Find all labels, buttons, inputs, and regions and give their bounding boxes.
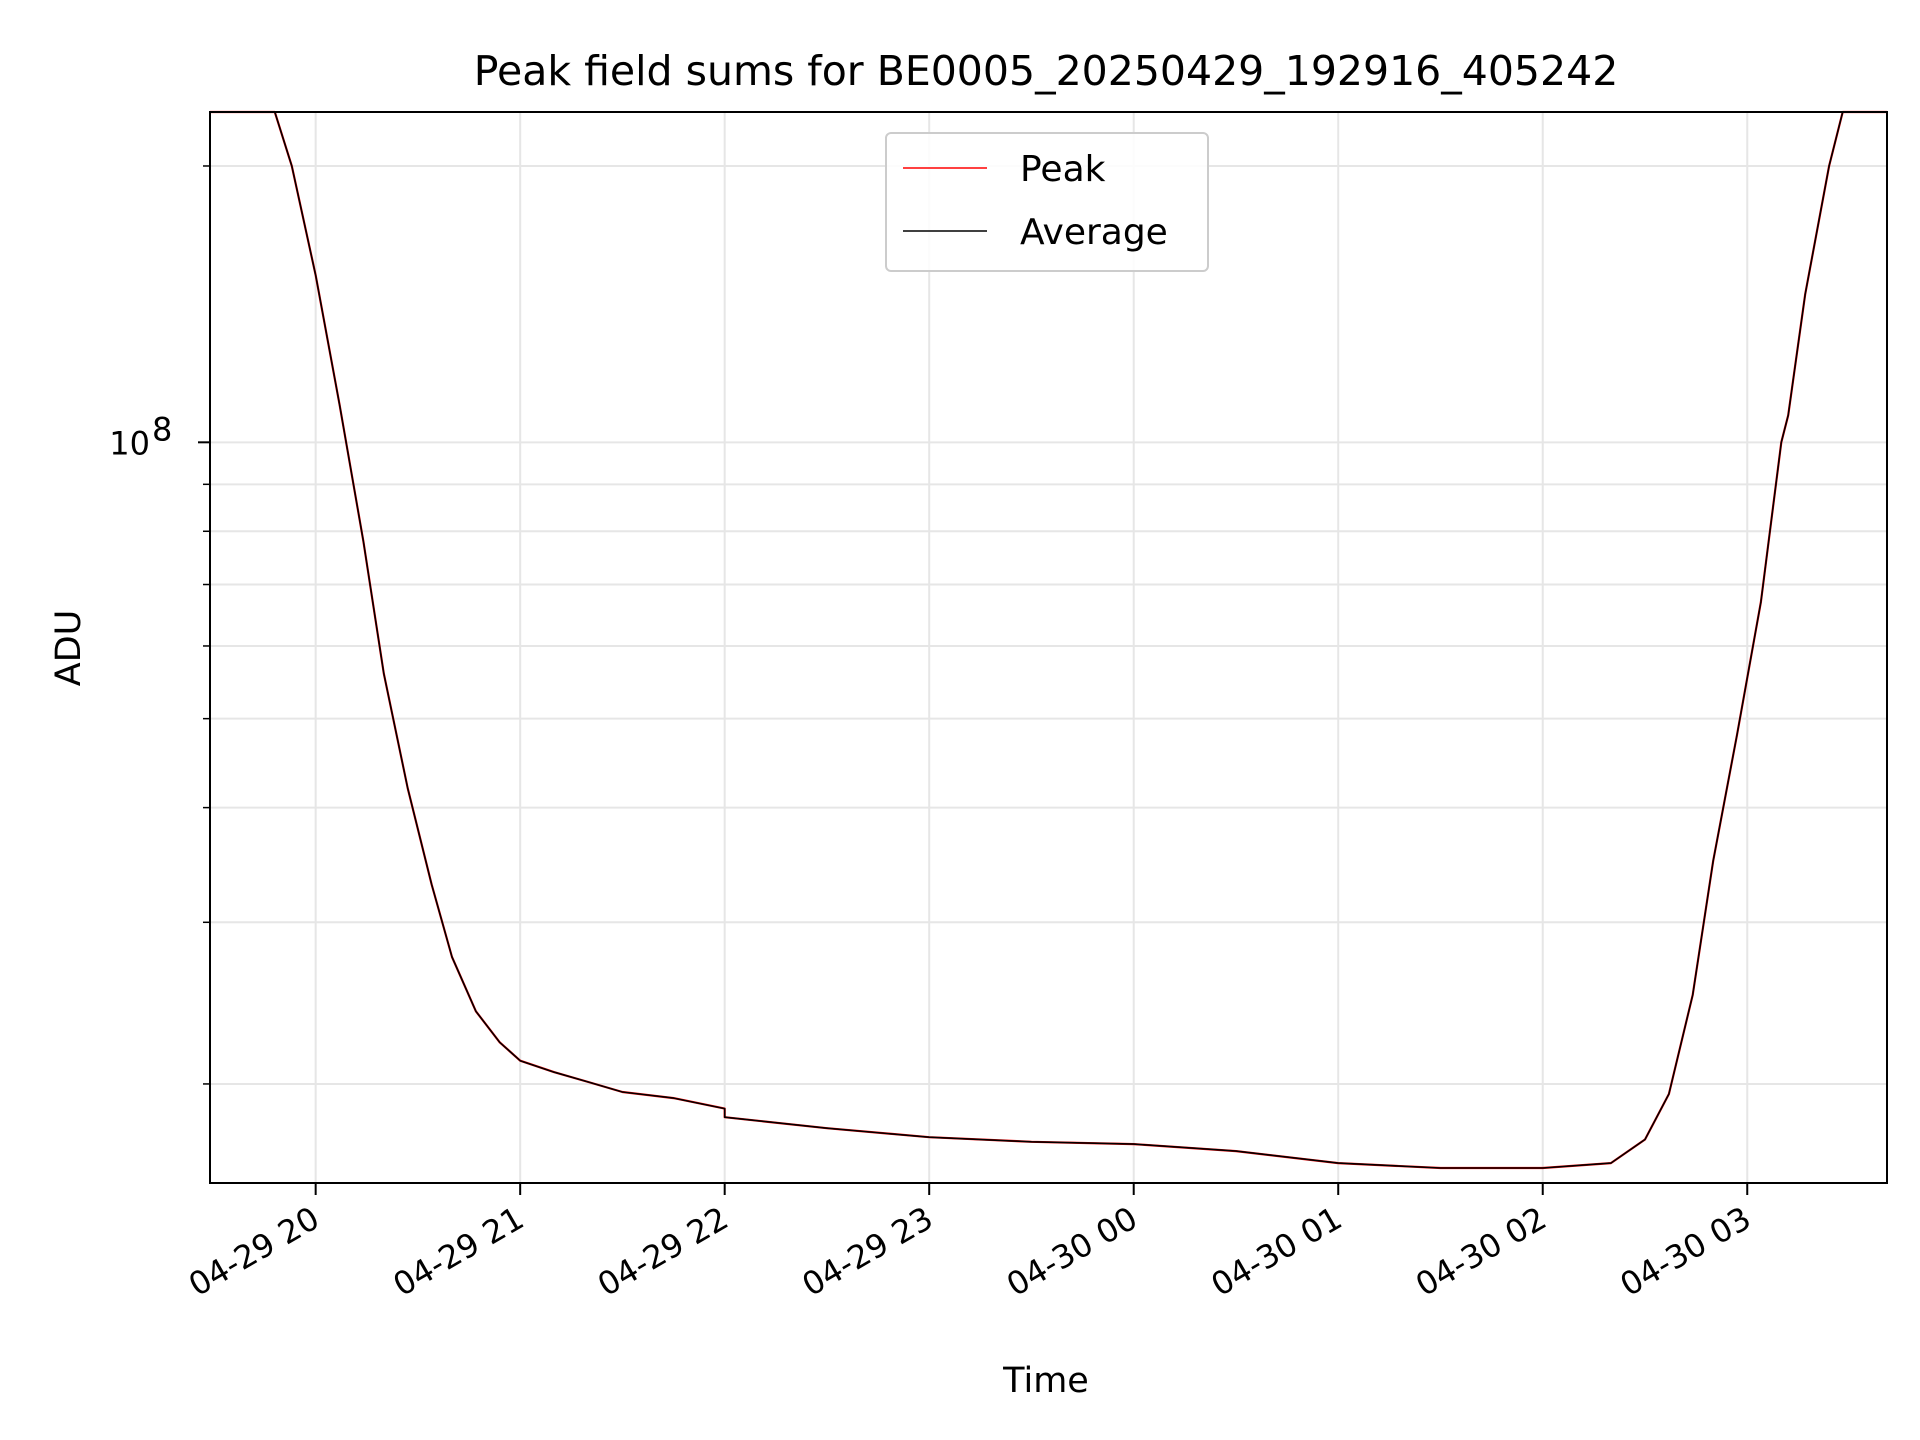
legend-label-peak: Peak (1020, 149, 1106, 190)
x-axis-label: Time (1002, 1361, 1089, 1401)
grid (210, 112, 1887, 1183)
y-tick-label: 10 (109, 424, 150, 462)
series-layer (210, 110, 1887, 1170)
chart-title: Peak field sums for BE0005_20250429_1929… (474, 47, 1619, 95)
series-line-average (210, 111, 1887, 1169)
plot-frame (209, 111, 1888, 1184)
y-axis-label: ADU (49, 610, 89, 687)
legend-label-average: Average (1020, 212, 1168, 253)
legend: Peak Average (885, 132, 1209, 272)
y-tick-exponent: 8 (152, 410, 172, 448)
